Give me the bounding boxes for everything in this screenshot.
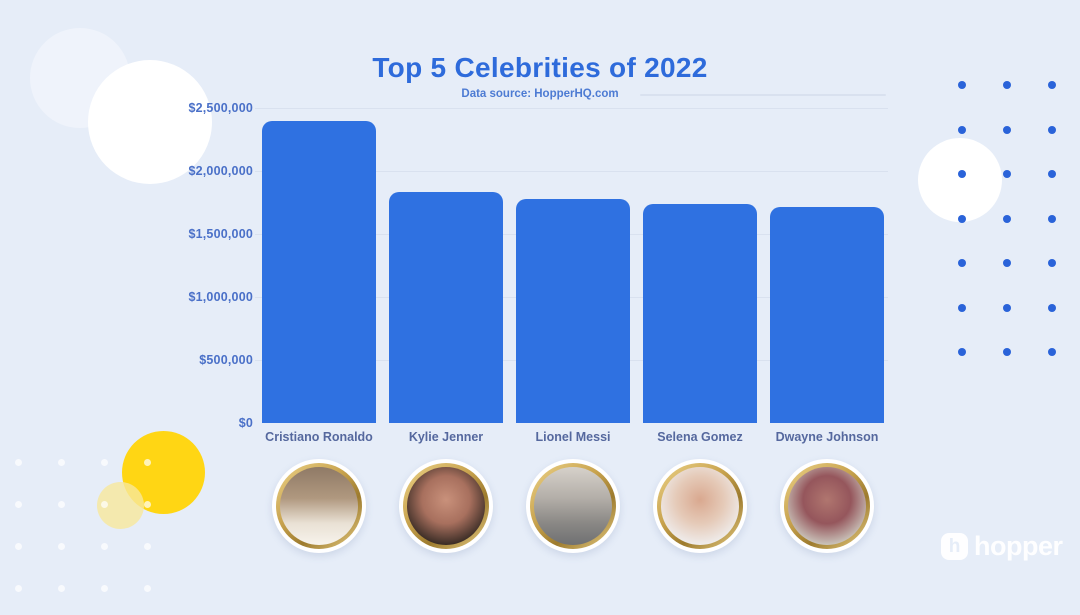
dot (1003, 304, 1011, 312)
dot (1048, 215, 1056, 223)
avatar-cristiano-ronaldo-photo (280, 467, 358, 545)
hopper-logo-icon: h (941, 532, 968, 560)
dot (101, 501, 108, 508)
decor-circle-white-topleft (88, 60, 212, 184)
dot (144, 543, 151, 550)
dot (1048, 259, 1056, 267)
x-axis-category-label: Selena Gomez (657, 430, 743, 444)
avatar-lionel-messi (526, 459, 620, 553)
chart-subtitle: Data source: HopperHQ.com (461, 88, 619, 100)
dot (958, 126, 966, 134)
dot (1003, 126, 1011, 134)
dot (58, 459, 65, 466)
dot (1048, 348, 1056, 356)
dot (1003, 259, 1011, 267)
dot (1003, 81, 1011, 89)
y-axis-tick-label: $0 (238, 416, 253, 430)
gridline (255, 108, 888, 109)
dot (58, 543, 65, 550)
avatar-dwayne-johnson-photo (788, 467, 866, 545)
x-axis-category-label: Cristiano Ronaldo (265, 430, 373, 444)
bar-cristiano-ronaldo (262, 121, 376, 423)
dot (958, 304, 966, 312)
bar-dwayne-johnson (770, 207, 884, 423)
avatar-lionel-messi-photo (534, 467, 612, 545)
avatar-dwayne-johnson (780, 459, 874, 553)
gridline (255, 171, 888, 172)
x-axis-category-label: Lionel Messi (535, 430, 611, 444)
dot (1003, 348, 1011, 356)
dot (1048, 170, 1056, 178)
hopper-logo: h hopper (941, 527, 1063, 565)
avatar-selena-gomez (653, 459, 747, 553)
dot (1003, 215, 1011, 223)
dot (58, 585, 65, 592)
dot (958, 215, 966, 223)
dot (15, 501, 22, 508)
dot (1003, 170, 1011, 178)
dot (144, 585, 151, 592)
x-axis-category-label: Dwayne Johnson (775, 430, 879, 444)
y-axis-tick-label: $1,000,000 (188, 290, 253, 304)
dot (101, 585, 108, 592)
dot (1048, 81, 1056, 89)
avatar-kylie-jenner-photo (407, 467, 485, 545)
y-axis-tick-label: $2,500,000 (188, 101, 253, 115)
dot (101, 459, 108, 466)
bar-chart-plot (255, 108, 888, 423)
dot (958, 170, 966, 178)
chart-title: Top 5 Celebrities of 2022 (372, 52, 708, 83)
bar-lionel-messi (516, 199, 630, 423)
dot (958, 81, 966, 89)
hopper-logo-text: hopper (974, 530, 1063, 561)
bar-selena-gomez (643, 204, 757, 423)
subtitle-divider-line (640, 94, 886, 96)
dot (1048, 304, 1056, 312)
dot (144, 501, 151, 508)
y-axis-tick-label: $2,000,000 (188, 164, 253, 178)
dot (958, 348, 966, 356)
dot (58, 501, 65, 508)
avatar-kylie-jenner (399, 459, 493, 553)
avatar-selena-gomez-photo (661, 467, 739, 545)
bar-kylie-jenner (389, 192, 503, 423)
dot (15, 543, 22, 550)
x-axis-category-label: Kylie Jenner (408, 430, 484, 444)
dot (958, 259, 966, 267)
y-axis-tick-label: $1,500,000 (188, 227, 253, 241)
dot (101, 543, 108, 550)
dot (1048, 126, 1056, 134)
dot (144, 459, 151, 466)
avatar-cristiano-ronaldo (272, 459, 366, 553)
dot (15, 585, 22, 592)
decor-circle-white-right (918, 138, 1002, 222)
dot (15, 459, 22, 466)
y-axis-tick-label: $500,000 (199, 353, 253, 367)
